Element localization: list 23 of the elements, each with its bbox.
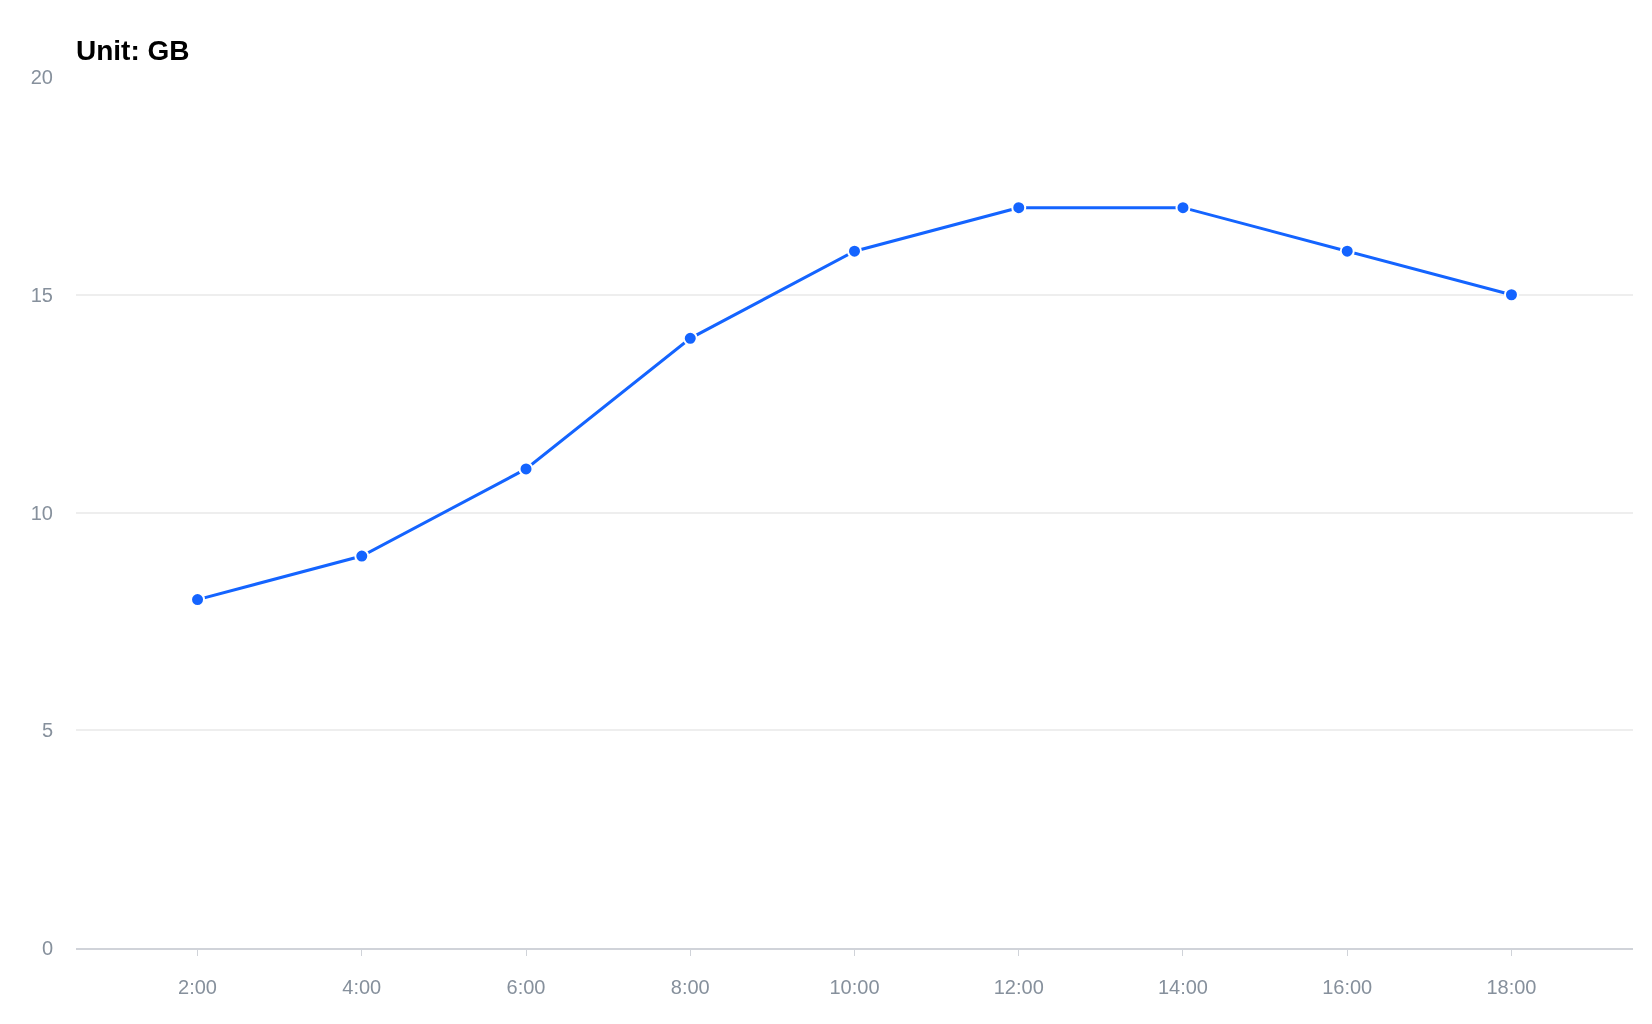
point [354, 548, 370, 564]
x-tick-label: 8:00 [670, 976, 710, 998]
x-tick-label: 12:00 [993, 976, 1044, 998]
point [1339, 243, 1355, 259]
point [518, 461, 534, 477]
y-tick-label: 5 [41, 719, 53, 742]
y-tick-label: 20 [30, 66, 53, 88]
x-tick-label: 10:00 [829, 976, 880, 998]
point [847, 243, 862, 259]
point [1175, 200, 1191, 216]
y-tick-label: 10 [30, 501, 53, 524]
point [682, 330, 698, 346]
x-tick-label: 18:00 [1486, 976, 1537, 998]
chart-title: Unit: GB [76, 34, 190, 66]
y-tick-label: 15 [30, 283, 53, 306]
point [1011, 200, 1027, 216]
y-tick-label: 0 [41, 937, 53, 959]
point [1503, 287, 1519, 303]
x-tick-label: 2:00 [178, 976, 218, 998]
x-tick-label: 14:00 [1157, 976, 1209, 998]
x-tick-label: 16:00 [1322, 976, 1373, 998]
x-tick-label: 4:00 [342, 976, 382, 998]
x-tick-label: 6:00 [506, 976, 546, 998]
